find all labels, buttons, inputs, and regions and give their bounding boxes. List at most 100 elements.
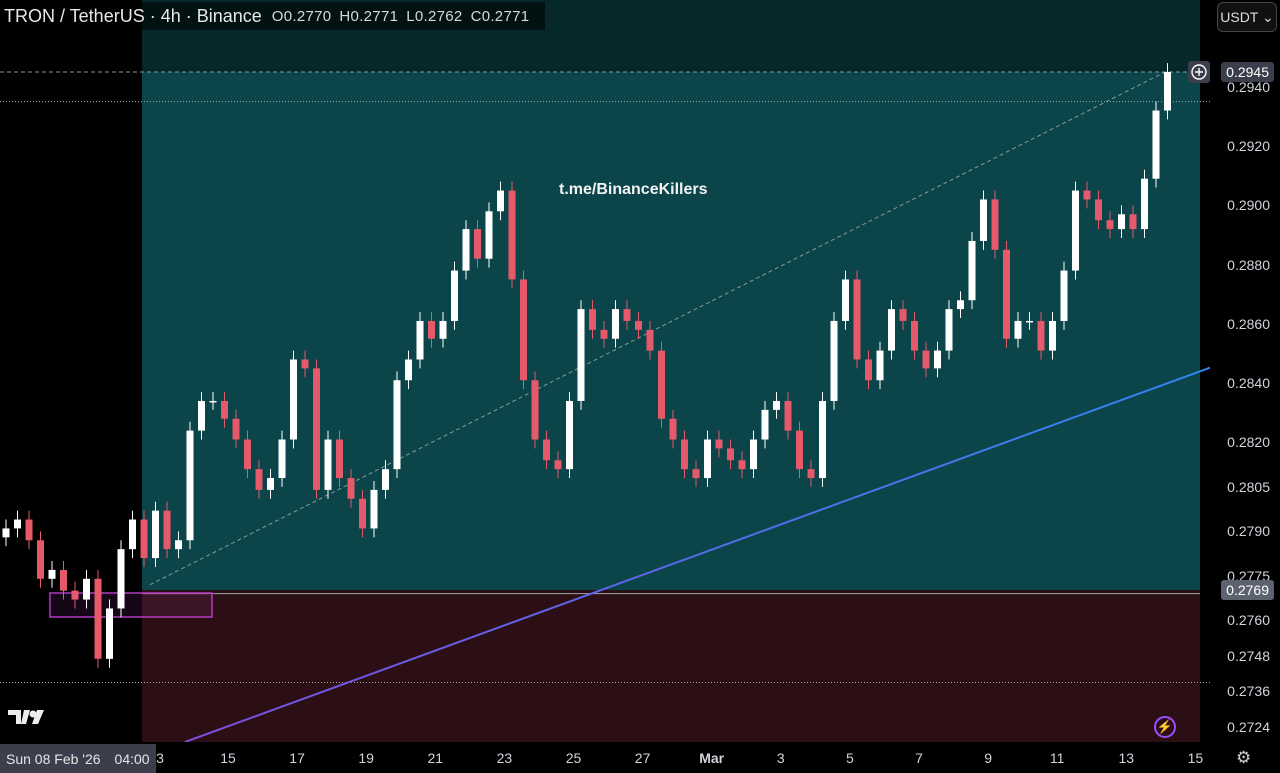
candle-up [129,519,136,550]
close-value: C0.2771 [470,7,530,25]
candle-up [497,190,504,212]
candle-up [934,350,941,369]
settings-gear-icon[interactable]: ⚙ [1236,748,1252,767]
candle-down [991,199,999,250]
price-tick-label: 0.2736 [1227,683,1270,700]
candle-up [405,359,412,381]
lightning-icon[interactable]: ⚡ [1154,716,1176,738]
add-alert-plus-icon[interactable] [1188,61,1210,83]
candle-up [888,309,895,351]
price-tick-label: 0.2920 [1227,138,1270,155]
candle-up [980,199,987,241]
time-tick-label: 15 [1187,750,1204,766]
zone-demand-box[interactable] [142,590,1200,742]
time-tick-label: 3 [776,750,785,766]
candle-up [2,528,10,538]
candle-up [324,439,332,490]
zone-range-box[interactable] [142,72,1200,590]
candle-down [359,498,366,529]
crosshair-date-label: Sun 08 Feb '26 04:00 [0,744,156,773]
candle-down [336,439,343,479]
candle-up [175,540,182,550]
watermark-text: t.me/BinanceKillers [559,181,708,198]
price-tick-label: 0.2900 [1227,197,1270,214]
candle-up [290,359,297,440]
candle-down [60,569,67,591]
candle-up [830,320,838,401]
time-tick-label: 7 [915,750,923,766]
candle-up [1014,320,1022,339]
price-tick-label: 0.2940 [1227,78,1270,95]
candle-up [117,549,125,609]
candle-up [416,320,424,360]
candle-up [393,380,401,470]
candle-up [186,430,194,541]
candle-down [543,439,550,461]
candle-down [738,460,746,470]
candle-down [715,439,723,449]
candle-up [750,439,757,470]
symbol-title: TRON / TetherUS · 4h · Binance [4,5,262,26]
time-tick-label: 11 [1049,750,1065,766]
candle-down [163,510,171,550]
candle-down [347,478,355,499]
candle-up [83,578,90,600]
price-axis[interactable]: 0.2724 0.2736 0.2748 0.2760 0.2775 0.2790 0.28… [1210,0,1280,742]
candle-down [313,368,320,490]
candle-down [658,350,665,419]
candle-up [1118,214,1125,230]
time-tick-label: Mar [699,750,725,766]
chart-plot-area[interactable]: t.me/BinanceKillers [0,0,1210,742]
candle-down [784,400,792,431]
candle-up [1164,72,1171,111]
candle-up [773,400,780,410]
candle-up [382,469,389,490]
price-tick-label: 0.2820 [1227,434,1270,451]
open-value: O0.2770 [271,7,332,25]
candlestick-chart [0,63,1210,742]
candle-down [1106,220,1114,230]
candle-up [819,400,826,479]
currency-button[interactable]: USDT ⌄ [1217,2,1277,32]
candle-up [209,400,217,403]
candle-down [71,590,79,600]
price-tick-label: 0.2775 [1227,567,1270,584]
time-tick-label: 15 [220,750,236,766]
candle-up [968,240,976,301]
symbol-legend[interactable]: TRON / TetherUS · 4h · Binance O0.2770 H0… [0,2,546,30]
ohlc-values: O0.2770 H0.2771 L0.2762 C0.2771 [272,8,538,25]
candle-down [807,469,815,479]
time-tick-label: 17 [289,750,305,766]
candle-down [623,309,631,321]
candle-up [612,309,619,339]
candle-down [508,190,516,280]
channel-dashed-line [149,71,1166,586]
candle-down [554,460,562,470]
candle-down [589,309,596,330]
price-tick-label: 0.2880 [1227,256,1270,273]
candle-up [462,229,470,271]
time-tick-label: 3 [156,750,164,766]
zone-price-tag: 0.2769 [1221,580,1274,600]
time-tick-label: 23 [496,750,513,766]
candle-down [531,380,539,440]
price-tick-label: 0.2860 [1227,315,1270,332]
candle-up [876,350,884,381]
time-tick-label: 25 [565,750,582,766]
candle-up [761,409,769,440]
candle-down [899,309,907,321]
candle-up [439,320,447,339]
tradingview-logo-icon[interactable] [8,708,44,731]
time-axis[interactable]: 3 15 17 19 21 23 25 27 Mar 3 5 7 9 11 13 15 [0,742,1280,773]
time-tick-label: 19 [358,750,374,766]
candle-down [1003,249,1010,339]
candle-down [94,578,102,659]
candle-down [635,320,642,330]
candle-down [1095,199,1102,221]
candle-up [566,400,573,470]
candle-down [865,359,872,381]
candle-up [1072,190,1079,271]
candle-down [474,229,481,259]
price-tick-label: 0.2760 [1227,612,1270,629]
candle-down [1037,320,1045,351]
